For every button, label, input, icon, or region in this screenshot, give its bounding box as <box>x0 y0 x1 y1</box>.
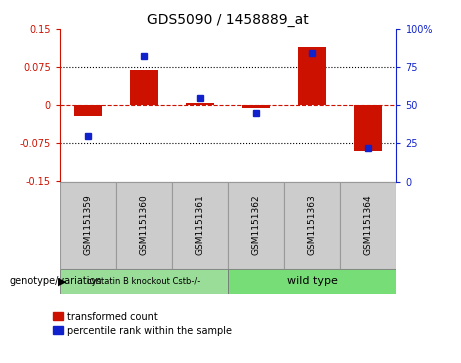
Bar <box>74 105 102 117</box>
Text: GSM1151361: GSM1151361 <box>195 195 205 256</box>
Bar <box>172 182 228 269</box>
Text: GSM1151363: GSM1151363 <box>308 195 317 256</box>
Bar <box>355 105 383 151</box>
Text: GSM1151360: GSM1151360 <box>140 195 148 256</box>
Legend: transformed count, percentile rank within the sample: transformed count, percentile rank withi… <box>51 310 235 338</box>
Bar <box>340 182 396 269</box>
Bar <box>116 182 172 269</box>
Text: ▶: ▶ <box>58 276 66 286</box>
Bar <box>186 103 214 105</box>
Text: GSM1151364: GSM1151364 <box>364 195 373 256</box>
Bar <box>284 182 340 269</box>
Text: GSM1151359: GSM1151359 <box>83 195 93 256</box>
Bar <box>60 182 116 269</box>
Bar <box>242 105 270 108</box>
Title: GDS5090 / 1458889_at: GDS5090 / 1458889_at <box>148 13 309 26</box>
Text: cystatin B knockout Cstb-/-: cystatin B knockout Cstb-/- <box>88 277 201 286</box>
Text: wild type: wild type <box>287 276 338 286</box>
Bar <box>228 182 284 269</box>
Bar <box>130 70 158 105</box>
Bar <box>60 269 228 294</box>
Bar <box>228 269 396 294</box>
Text: GSM1151362: GSM1151362 <box>252 195 261 256</box>
Text: genotype/variation: genotype/variation <box>9 276 102 286</box>
Bar <box>298 47 326 105</box>
